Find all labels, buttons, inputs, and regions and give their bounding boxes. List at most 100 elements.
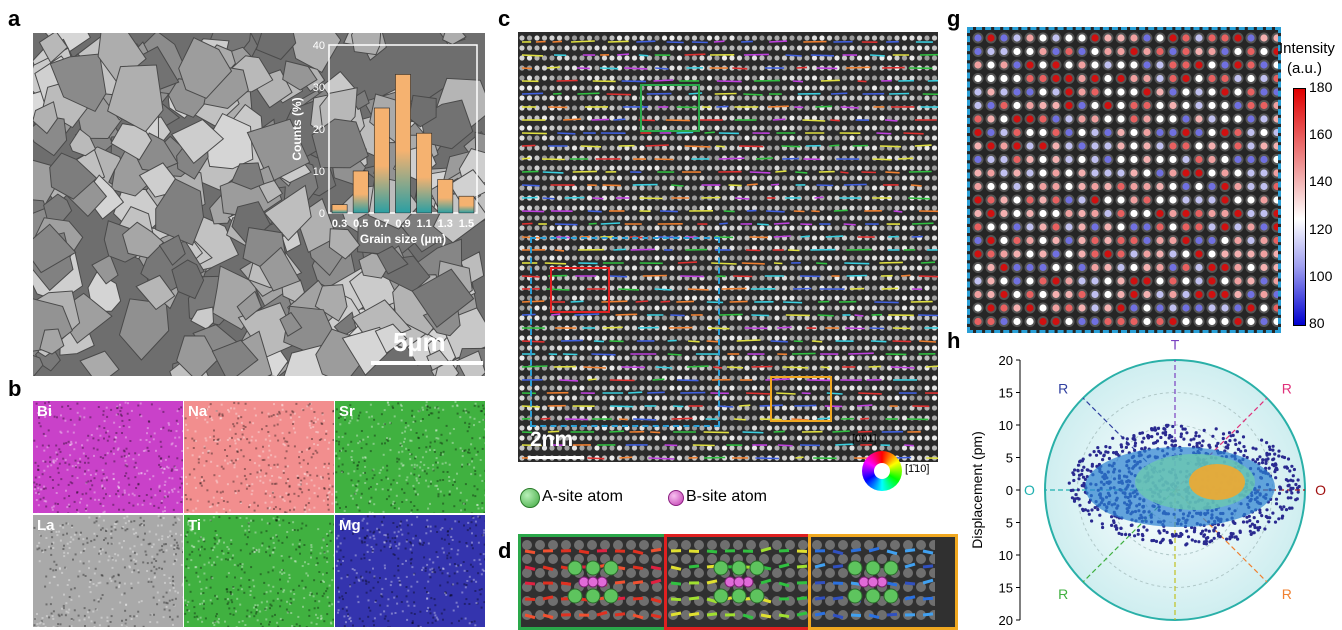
eds-speckle [480, 459, 482, 461]
eds-speckle [206, 579, 208, 581]
lattice-atom [617, 45, 622, 50]
eds-speckle [98, 582, 100, 584]
eds-speckle [481, 607, 483, 609]
eds-speckle [396, 526, 398, 528]
eds-speckle [375, 489, 377, 491]
eds-speckle [113, 453, 115, 455]
lattice-atom [872, 175, 877, 180]
eds-speckle [312, 453, 314, 455]
lattice-atom [752, 345, 757, 350]
eds-speckle [80, 498, 82, 500]
lattice-atom [909, 175, 914, 180]
eds-speckle [372, 512, 374, 513]
eds-speckle [75, 553, 77, 555]
eds-speckle [287, 612, 289, 614]
eds-speckle [99, 561, 101, 563]
eds-speckle [476, 602, 478, 604]
eds-speckle [73, 448, 75, 450]
lattice-atom [924, 85, 929, 90]
eds-speckle [154, 494, 156, 496]
lattice-atom [624, 95, 629, 100]
lattice-atom [849, 405, 854, 410]
lattice-atom [759, 225, 764, 230]
eds-speckle [403, 464, 405, 466]
lattice-atom [827, 45, 832, 50]
lattice-atom [834, 155, 839, 160]
lattice-atom [894, 305, 899, 310]
eds-speckle [203, 573, 205, 575]
eds-speckle [214, 440, 216, 442]
eds-speckle [238, 621, 240, 623]
eds-speckle [269, 440, 271, 442]
eds-speckle [277, 424, 279, 426]
lattice-atom [789, 165, 794, 170]
lattice-atom [894, 335, 899, 340]
eds-speckle [79, 461, 81, 463]
eds-speckle [149, 531, 151, 533]
lattice-atom [924, 45, 929, 50]
eds-speckle [221, 559, 223, 561]
lattice-atom [699, 155, 704, 160]
lattice-atom [519, 35, 524, 40]
lattice-atom [812, 335, 817, 340]
lattice-atom [864, 135, 869, 140]
eds-speckle [331, 579, 333, 581]
eds-speckle [368, 488, 370, 490]
eds-speckle [135, 560, 137, 562]
eds-speckle [442, 503, 444, 505]
lattice-atom [519, 355, 524, 360]
lattice-atom [864, 365, 869, 370]
eds-speckle [401, 445, 403, 447]
lattice-atom [647, 155, 652, 160]
eds-speckle [123, 425, 125, 427]
lattice-atom [527, 45, 532, 50]
eds-speckle [381, 596, 383, 598]
eds-speckle [102, 457, 104, 459]
eds-speckle [79, 534, 81, 536]
eds-speckle [262, 626, 264, 627]
eds-speckle [397, 402, 399, 404]
eds-speckle [394, 575, 396, 577]
lattice-atom [632, 195, 637, 200]
eds-speckle [323, 500, 325, 502]
eds-speckle [410, 512, 412, 513]
lattice-atom [737, 225, 742, 230]
lattice-atom [827, 305, 832, 310]
eds-speckle [442, 409, 444, 411]
eds-speckle [75, 442, 77, 444]
eds-speckle [356, 435, 358, 437]
eds-speckle [159, 550, 161, 552]
lattice-atom [932, 125, 937, 130]
eds-speckle [99, 516, 101, 518]
eds-speckle [38, 493, 40, 495]
eds-speckle [466, 545, 468, 547]
lattice-atom [744, 55, 749, 60]
eds-speckle [90, 579, 92, 581]
eds-speckle [205, 617, 207, 619]
lattice-atom [917, 215, 922, 220]
lattice-atom [602, 125, 607, 130]
eds-speckle [448, 552, 450, 554]
lattice-atom [864, 235, 869, 240]
eds-speckle [133, 520, 135, 522]
lattice-atom [842, 35, 847, 40]
eds-speckle [218, 414, 220, 416]
eds-speckle [48, 546, 50, 548]
lattice-atom [774, 95, 779, 100]
eds-speckle [277, 464, 279, 466]
eds-speckle [383, 454, 385, 456]
lattice-atom [722, 345, 727, 350]
lattice-atom [624, 165, 629, 170]
eds-speckle [143, 626, 145, 627]
eds-speckle [190, 591, 192, 593]
eds-speckle [323, 581, 325, 583]
eds-speckle [261, 428, 263, 430]
eds-speckle [387, 620, 389, 622]
eds-speckle [143, 539, 145, 541]
lattice-atom [819, 315, 824, 320]
lattice-atom [804, 295, 809, 300]
eds-speckle [457, 606, 459, 608]
eds-speckle [336, 565, 338, 567]
eds-speckle [267, 571, 269, 573]
lattice-atom [557, 135, 562, 140]
